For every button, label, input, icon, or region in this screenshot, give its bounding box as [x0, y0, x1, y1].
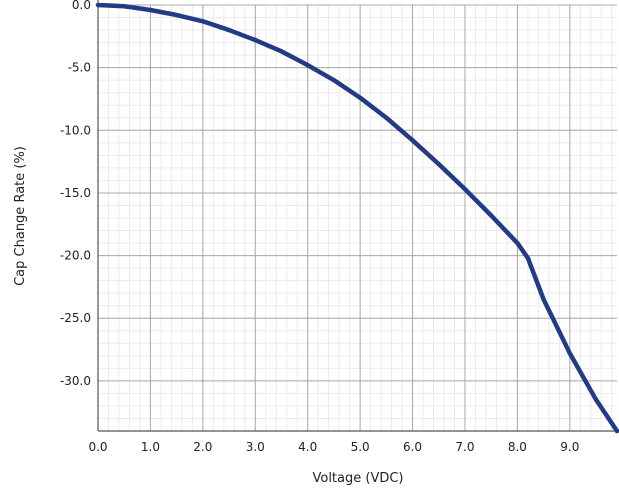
- y-tick-label: -25.0: [60, 311, 91, 325]
- data-point: [488, 213, 494, 218]
- data-point: [226, 27, 232, 33]
- data-point: [357, 95, 363, 100]
- x-tick-label: 3.0: [246, 440, 265, 454]
- data-point: [410, 138, 415, 143]
- data-point: [436, 161, 441, 167]
- x-tick-label: 5.0: [351, 440, 370, 454]
- x-tick-label: 9.0: [560, 440, 579, 454]
- data-point: [279, 49, 284, 54]
- y-tick-label: -15.0: [60, 186, 91, 200]
- data-point: [614, 428, 619, 434]
- data-point: [174, 12, 179, 18]
- y-tick-label: -5.0: [68, 61, 91, 75]
- y-tick-label: -10.0: [60, 123, 91, 137]
- data-point: [593, 397, 599, 402]
- x-axis-title: Voltage (VDC): [312, 471, 403, 486]
- data-point: [567, 351, 573, 356]
- x-tick-label: 1.0: [141, 440, 160, 454]
- minor-gridlines: [97, 4, 617, 432]
- data-point: [200, 19, 206, 24]
- y-tick-label: -20.0: [60, 249, 91, 263]
- data-point: [331, 77, 337, 83]
- x-tick-label: 2.0: [193, 440, 212, 454]
- data-point: [253, 37, 258, 43]
- data-point: [95, 2, 101, 8]
- x-tick-label: 7.0: [455, 440, 474, 454]
- data-point: [525, 255, 531, 261]
- data-point: [462, 186, 468, 192]
- x-tick-label: 6.0: [403, 440, 422, 454]
- x-tick-label: 8.0: [508, 440, 527, 454]
- major-gridlines: [97, 4, 617, 431]
- data-point: [148, 7, 153, 13]
- y-tick-label: -30.0: [60, 374, 91, 388]
- data-point: [384, 115, 389, 120]
- x-tick-label: 4.0: [298, 440, 317, 454]
- data-point: [515, 240, 520, 246]
- series-line: [95, 2, 619, 434]
- axes: [97, 0, 617, 432]
- data-point: [541, 297, 546, 302]
- data-series: [95, 2, 619, 434]
- y-axis-title: Cap Change Rate (%): [13, 146, 28, 286]
- x-tick-label: 0.0: [88, 440, 107, 454]
- data-point: [122, 4, 127, 9]
- y-tick-label: 0.0: [72, 0, 91, 12]
- tick-labels: 0.0 1.0 2.0 3.0 4.0 5.0 6.0 7.0 8.0 9.0 0.0 -5.0 -10…: [60, 0, 579, 454]
- data-point: [305, 62, 310, 68]
